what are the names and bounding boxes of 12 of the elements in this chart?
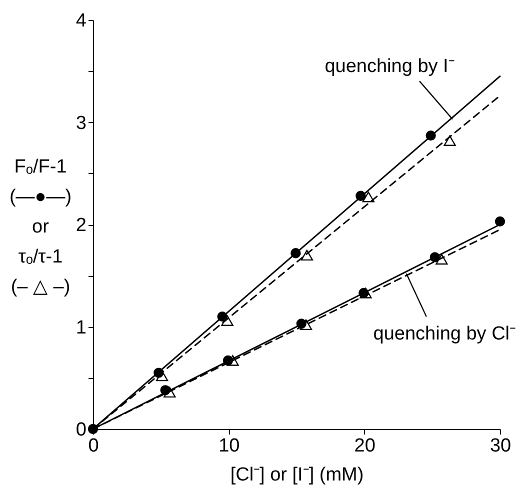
x-tick-label: 20: [354, 436, 376, 456]
x-tick-label: 10: [218, 436, 240, 456]
annotation: quenching by I⁻: [324, 56, 454, 78]
y-tick-label: 2: [76, 215, 86, 236]
y-axis-title: Fₒ/F-1 (—●—) or τₒ/τ-1 (– △ –): [9, 156, 72, 298]
y-tick-label: 0: [76, 420, 86, 440]
x-axis-title: [Cl⁻] or [I⁻] (mM): [230, 464, 364, 486]
y-tick-label: 3: [76, 112, 86, 134]
y-tick-label: 4: [76, 10, 87, 32]
y-tick-label: 1: [76, 317, 86, 338]
x-tick-label: 30: [490, 436, 512, 456]
annotation: quenching by Cl⁻: [373, 324, 516, 345]
